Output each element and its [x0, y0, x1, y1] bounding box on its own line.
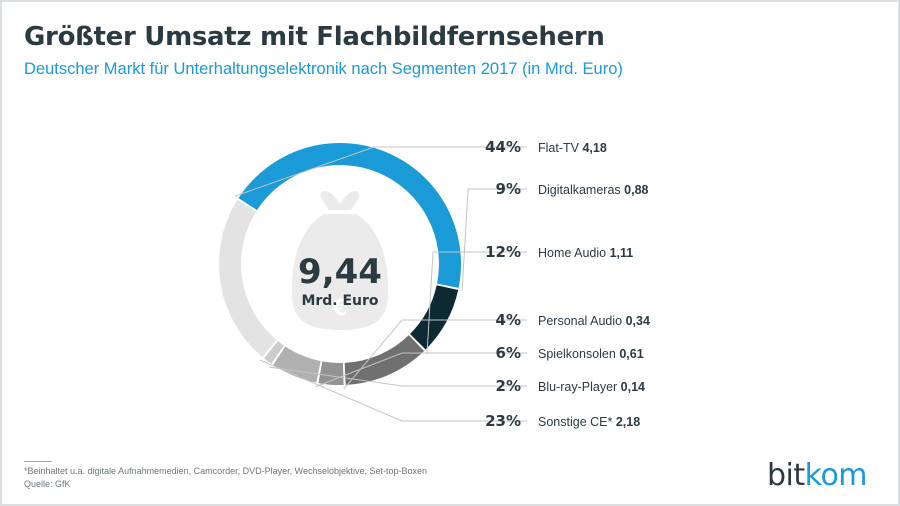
segment-label-flat-tv: Flat-TV: [538, 141, 582, 155]
slice-digitalkameras: [410, 285, 459, 350]
center-total-value: 9,44: [298, 252, 382, 292]
bitkom-logo: bitkom: [767, 458, 868, 493]
segment-value-personal-audio: 0,34: [626, 314, 650, 328]
slice-personal-audio: [318, 361, 344, 385]
chart-subtitle: Deutscher Markt für Unterhaltungselektro…: [24, 60, 623, 78]
slice-flat-tv: [238, 143, 461, 288]
slice-blu-ray-player: [264, 341, 284, 364]
segment-label-spielkonsolen: Spielkonsolen: [538, 347, 619, 361]
legend-entry-digitalkameras: Digitalkameras 0,88: [538, 183, 649, 197]
logo-part-kom: kom: [804, 458, 868, 493]
segment-value-spielkonsolen: 0,61: [619, 347, 643, 361]
money-bag-icon: €: [291, 191, 389, 330]
percent-label-spielkonsolen: 6%: [496, 344, 521, 362]
legend-entry-sonstige-ce: Sonstige CE* 2,18: [538, 415, 640, 429]
leader-line-blu-ray-player: [269, 366, 527, 387]
percent-label-personal-audio: 4%: [496, 311, 521, 329]
segment-value-flat-tv: 4,18: [582, 141, 606, 155]
svg-text:€: €: [331, 296, 347, 321]
footer-rule: [24, 461, 52, 462]
leader-line-spielkonsolen: [315, 352, 527, 388]
legend-entry-flat-tv: Flat-TV 4,18: [538, 141, 607, 155]
segment-label-blu-ray-player: Blu-ray-Player: [538, 380, 621, 394]
percent-label-sonstige-ce: 23%: [485, 412, 521, 430]
segment-value-blu-ray-player: 0,14: [621, 380, 645, 394]
percent-label-flat-tv: 44%: [485, 138, 521, 156]
leader-line-personal-audio: [343, 319, 527, 390]
segment-label-home-audio: Home Audio: [538, 246, 610, 260]
segment-value-digitalkameras: 0,88: [624, 183, 648, 197]
segment-value-home-audio: 1,11: [610, 246, 634, 260]
footnote: *Beinhaltet u.a. digitale Aufnahmemedien…: [24, 466, 428, 476]
legend-entry-home-audio: Home Audio 1,11: [538, 246, 633, 260]
center-total-unit: Mrd. Euro: [301, 293, 378, 309]
leader-line-sonstige-ce: [259, 359, 527, 422]
segment-label-sonstige-ce: Sonstige CE*: [538, 415, 616, 429]
legend-entry-personal-audio: Personal Audio 0,34: [538, 314, 650, 328]
chart-title: Größter Umsatz mit Flachbildfernsehern: [24, 22, 605, 52]
legend-entry-spielkonsolen: Spielkonsolen 0,61: [538, 347, 644, 361]
percent-label-blu-ray-player: 2%: [496, 377, 521, 395]
percent-label-digitalkameras: 9%: [496, 180, 521, 198]
legend-entry-blu-ray-player: Blu-ray-Player 0,14: [538, 380, 645, 394]
leader-line-flat-tv: [234, 146, 527, 197]
percent-label-home-audio: 12%: [485, 243, 521, 261]
segment-label-personal-audio: Personal Audio: [538, 314, 626, 328]
leader-line-digitalkameras: [461, 188, 527, 291]
segment-label-digitalkameras: Digitalkameras: [538, 183, 624, 197]
source-note: Quelle: GfK: [24, 479, 71, 489]
logo-part-bit: bit: [767, 458, 805, 493]
segment-value-sonstige-ce: 2,18: [616, 415, 640, 429]
slice-sonstige-ce: [219, 199, 277, 357]
slice-spielkonsolen: [273, 346, 321, 383]
